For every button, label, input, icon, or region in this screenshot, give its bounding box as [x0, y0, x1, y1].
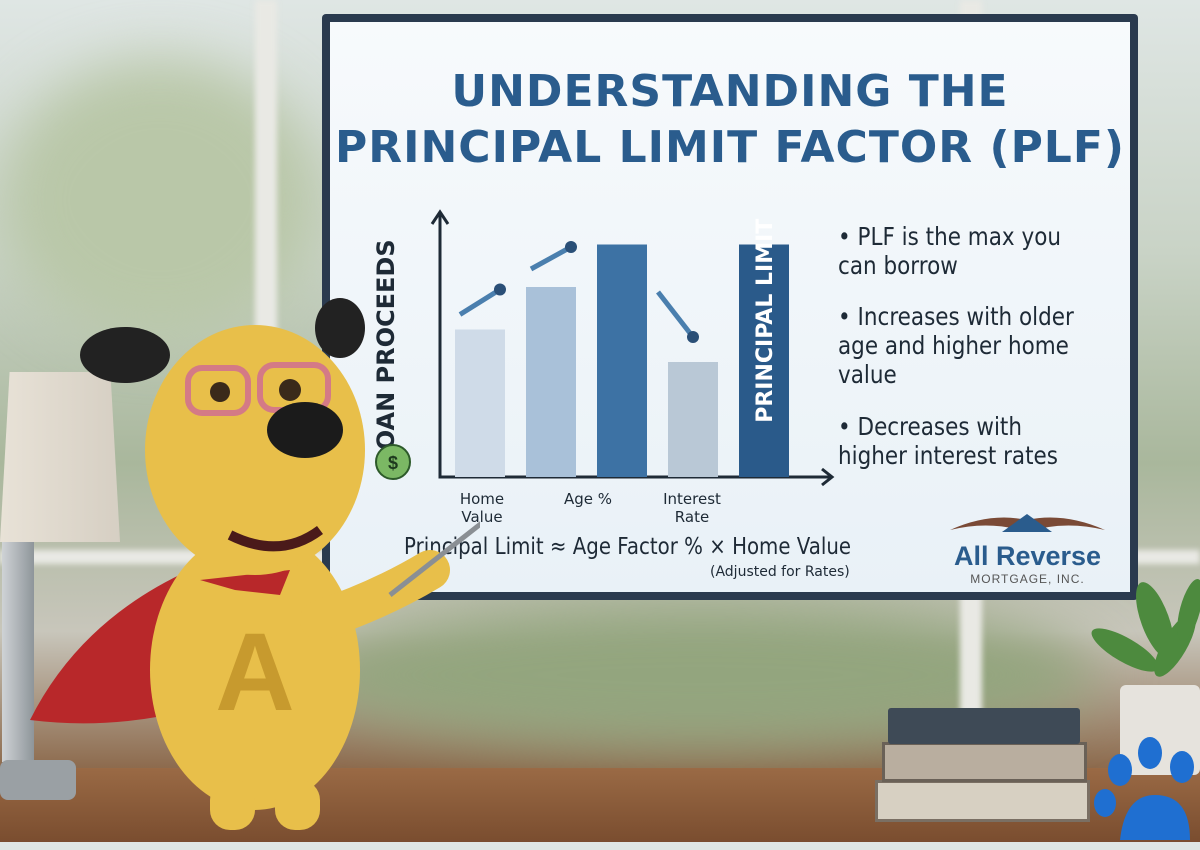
book: [875, 780, 1090, 822]
category-label-interest-rate: Interest Rate: [663, 490, 721, 526]
slide-title-line1: UNDERSTANDING THE: [451, 66, 1009, 117]
company-logo: All Reverse MORTGAGE, INC.: [940, 510, 1115, 586]
pointer-stick: [388, 521, 480, 597]
plant-leaves: [1091, 578, 1200, 677]
svg-text:A: A: [215, 611, 294, 734]
bar-4: [668, 362, 718, 477]
bar-1: [455, 329, 505, 477]
lamp-shade: [0, 372, 120, 542]
trend-arrowhead: [687, 331, 699, 343]
logo-name: All Reverse: [953, 541, 1102, 571]
bar-5: [739, 244, 789, 477]
bullet-1: PLF is the max you can borrow: [838, 222, 1087, 280]
bullet-3: Decreases with higher interest rates: [838, 412, 1087, 470]
trend-arrowhead: [494, 283, 506, 296]
logo-subtitle: MORTGAGE, INC.: [970, 572, 1085, 586]
book: [882, 742, 1087, 782]
lamp-base: [2, 542, 34, 762]
bar-2: [526, 287, 576, 477]
trend-arrow-up-icon: [529, 244, 573, 272]
category-label-age: Age %: [563, 490, 613, 508]
formula-note: (Adjusted for Rates): [710, 564, 850, 580]
slide-title-line2: PRINCIPAL LIMIT FACTOR (PLF): [334, 122, 1126, 173]
presentation-screen: UNDERSTANDING THE PRINCIPAL LIMIT FACTOR…: [322, 14, 1138, 600]
mascot-dog: A: [30, 298, 480, 830]
trend-arrow-down-icon: [656, 290, 695, 339]
cape: [30, 570, 190, 724]
axis-arrowheads: [430, 209, 835, 487]
paw-icon: [1094, 737, 1194, 840]
trend-arrow-up-icon: [458, 287, 502, 317]
bar-label-principal-limit: PRINCIPAL LIMIT: [753, 219, 778, 423]
dollar-sign: $: [388, 453, 398, 473]
category-label-home-value: Home Value: [459, 490, 505, 526]
bar-chart: PRINCIPAL LIMIT $: [375, 209, 835, 487]
lamp-foot: [0, 760, 76, 800]
bullet-2: Increases with older age and higher home…: [838, 302, 1087, 389]
bar-3: [597, 244, 647, 477]
money-bag-icon: [375, 444, 411, 480]
eagle-flag-icon: [950, 514, 1105, 532]
formula: Principal Limit ≈ Age Factor % × Home Va…: [404, 534, 852, 560]
glasses: [185, 365, 251, 416]
trend-arrowhead: [565, 241, 577, 253]
book: [888, 708, 1080, 744]
